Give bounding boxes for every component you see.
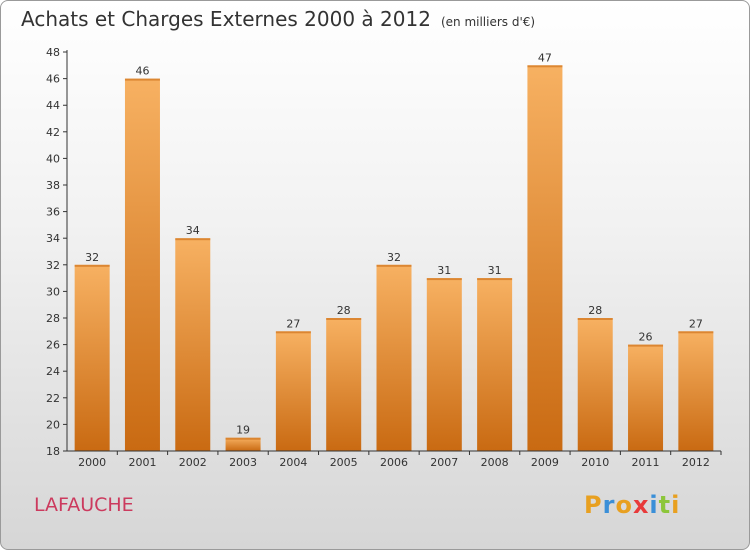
x-tick-label: 2001 bbox=[128, 456, 156, 469]
logo-letter: r bbox=[602, 491, 616, 519]
bar-top-edge bbox=[175, 238, 211, 241]
bar-top-edge bbox=[376, 264, 412, 267]
y-tick-label: 20 bbox=[46, 418, 60, 431]
y-tick-label: 32 bbox=[46, 259, 60, 272]
bar-top-edge bbox=[74, 264, 110, 267]
bar-top-edge bbox=[527, 65, 563, 68]
bar-top-edge bbox=[628, 344, 664, 347]
bar bbox=[175, 238, 211, 451]
bar bbox=[678, 331, 714, 451]
proxiti-logo: Proxiti bbox=[584, 491, 680, 519]
chart-title: Achats et Charges Externes 2000 à 2012 (e… bbox=[21, 7, 535, 31]
x-tick-label: 2005 bbox=[330, 456, 358, 469]
x-tick-label: 2003 bbox=[229, 456, 257, 469]
x-tick-label: 2010 bbox=[581, 456, 609, 469]
bar bbox=[124, 78, 160, 451]
bar-value-label: 34 bbox=[186, 224, 200, 237]
x-tick-label: 2007 bbox=[430, 456, 458, 469]
bar-value-label: 32 bbox=[85, 251, 99, 264]
bar-top-edge bbox=[124, 78, 160, 81]
commune-name: LAFAUCHE bbox=[34, 494, 134, 516]
x-tick-label: 2012 bbox=[682, 456, 710, 469]
bar bbox=[527, 65, 563, 452]
x-tick-label: 2002 bbox=[179, 456, 207, 469]
x-tick-label: 2009 bbox=[531, 456, 559, 469]
y-tick-label: 44 bbox=[46, 99, 60, 112]
bar-top-edge bbox=[275, 331, 311, 334]
x-tick-label: 2000 bbox=[78, 456, 106, 469]
x-tick-label: 2004 bbox=[279, 456, 307, 469]
y-tick-label: 18 bbox=[46, 445, 60, 458]
bar-value-label: 27 bbox=[689, 317, 703, 330]
x-tick-label: 2006 bbox=[380, 456, 408, 469]
y-tick-label: 28 bbox=[46, 312, 60, 325]
y-tick-label: 38 bbox=[46, 179, 60, 192]
y-tick-label: 36 bbox=[46, 206, 60, 219]
chart-unit: (en milliers d'€) bbox=[440, 15, 536, 29]
y-tick-label: 34 bbox=[46, 232, 60, 245]
logo-letter: i bbox=[671, 491, 681, 519]
bar bbox=[376, 264, 412, 451]
y-tick-label: 22 bbox=[46, 392, 60, 405]
logo-letter: o bbox=[615, 491, 633, 519]
bar-value-label: 31 bbox=[437, 264, 451, 277]
bar-top-edge bbox=[225, 437, 261, 440]
bar bbox=[74, 264, 110, 451]
y-tick-label: 24 bbox=[46, 365, 60, 378]
y-tick-label: 40 bbox=[46, 152, 60, 165]
bar-top-edge bbox=[678, 331, 714, 334]
bar-value-label: 31 bbox=[488, 264, 502, 277]
y-tick-label: 26 bbox=[46, 339, 60, 352]
bar-top-edge bbox=[326, 318, 362, 320]
y-tick-label: 30 bbox=[46, 285, 60, 298]
y-tick-label: 42 bbox=[46, 126, 60, 139]
bar bbox=[326, 318, 362, 451]
bar bbox=[577, 318, 613, 451]
chart-title-text: Achats et Charges Externes 2000 à 2012 bbox=[21, 7, 431, 31]
bar-value-label: 28 bbox=[588, 304, 602, 317]
bar bbox=[275, 331, 311, 451]
bar bbox=[426, 278, 462, 451]
bar-top-edge bbox=[477, 278, 513, 281]
logo-letter: x bbox=[632, 491, 650, 519]
bar bbox=[628, 344, 664, 451]
logo-letter: P bbox=[584, 491, 603, 519]
x-tick-label: 2011 bbox=[632, 456, 660, 469]
bar-top-edge bbox=[426, 278, 462, 281]
logo-letter: i bbox=[649, 491, 659, 519]
bar bbox=[477, 278, 513, 451]
bar bbox=[225, 437, 261, 451]
bar-value-label: 26 bbox=[639, 331, 653, 344]
y-tick-label: 48 bbox=[46, 46, 60, 59]
y-tick-label: 46 bbox=[46, 73, 60, 86]
bar-value-label: 32 bbox=[387, 251, 401, 264]
bar-value-label: 28 bbox=[337, 304, 351, 317]
bar-value-label: 46 bbox=[135, 65, 149, 78]
bar-value-label: 19 bbox=[236, 424, 250, 437]
bar-value-label: 27 bbox=[286, 317, 300, 330]
bar-value-label: 47 bbox=[538, 51, 552, 64]
x-tick-label: 2008 bbox=[481, 456, 509, 469]
bar-top-edge bbox=[577, 318, 613, 320]
logo-letter: t bbox=[658, 491, 672, 519]
